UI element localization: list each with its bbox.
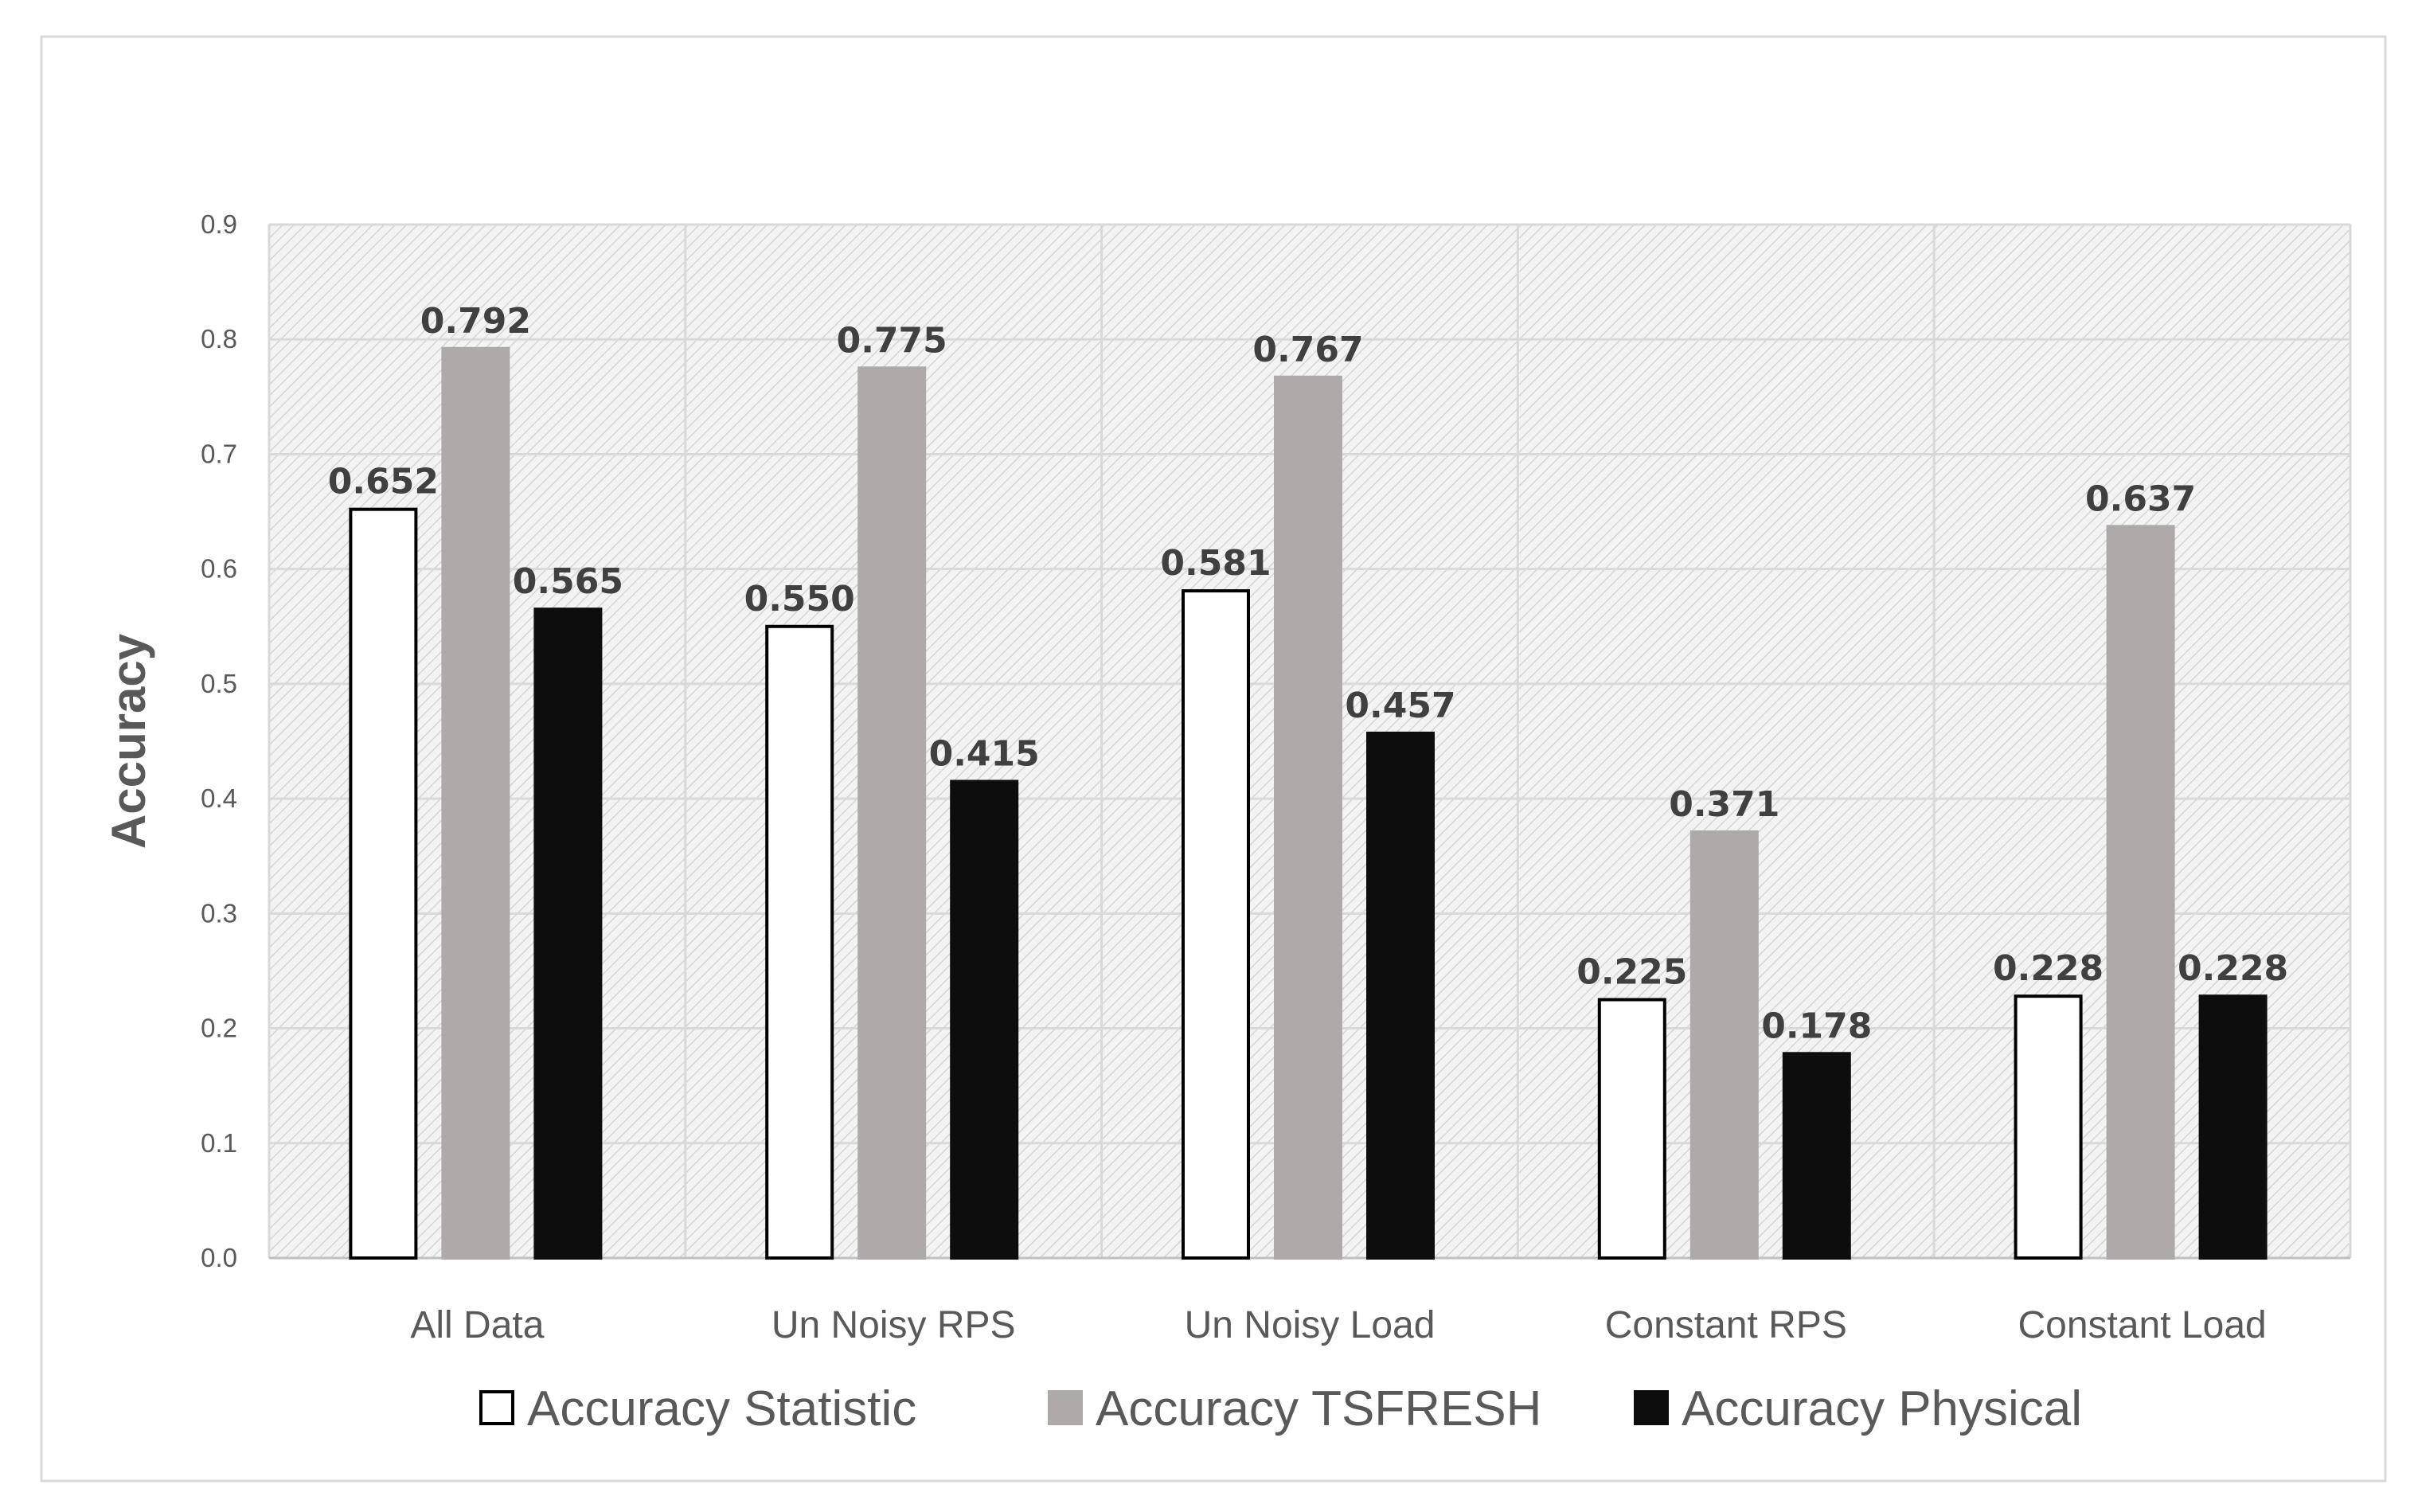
data-label: 0.457 (1345, 686, 1455, 726)
y-tick-label: 0.6 (201, 554, 237, 584)
bar (2106, 525, 2175, 1260)
data-label: 0.637 (2085, 479, 2196, 519)
legend: Accuracy Statistic Accuracy TSFRESH Accura… (479, 1381, 2082, 1436)
y-tick-label: 0.7 (201, 439, 237, 468)
y-axis-label: Accuracy (102, 633, 155, 849)
bar (1689, 830, 1759, 1260)
y-tick-label: 0.0 (201, 1243, 237, 1272)
data-label: 0.550 (744, 579, 855, 619)
data-label: 0.565 (513, 561, 623, 602)
data-label: 0.581 (1160, 543, 1271, 584)
data-label: 0.415 (929, 733, 1040, 774)
data-label: 0.767 (1252, 330, 1363, 370)
bar (1274, 375, 1342, 1260)
bar (1182, 589, 1250, 1260)
data-label: 0.792 (420, 301, 531, 342)
x-tick-label: Un Noisy RPS (771, 1304, 1016, 1346)
y-tick-label: 0.8 (201, 324, 237, 354)
y-tick-label: 0.1 (201, 1128, 237, 1158)
bar (441, 346, 510, 1260)
x-tick-label: All Data (410, 1304, 544, 1346)
y-tick-label: 0.9 (201, 209, 237, 239)
data-label: 0.371 (1669, 784, 1779, 825)
bar (950, 779, 1019, 1260)
x-tick-label: Constant RPS (1605, 1304, 1847, 1346)
data-label: 0.178 (1761, 1006, 1872, 1046)
bar (1597, 998, 1666, 1260)
data-label: 0.228 (2178, 948, 2288, 989)
x-tick-label: Un Noisy Load (1185, 1304, 1436, 1346)
legend-swatch (1634, 1390, 1669, 1425)
y-tick-label: 0.5 (201, 669, 237, 698)
bar (765, 624, 834, 1260)
x-tick-label: Constant Load (2018, 1304, 2266, 1346)
legend-label: Accuracy Statistic (527, 1381, 916, 1436)
y-tick-label: 0.2 (201, 1014, 237, 1043)
bar (2198, 994, 2268, 1260)
legend-swatch (479, 1390, 514, 1425)
data-label: 0.225 (1576, 952, 1687, 993)
legend-swatch (1048, 1390, 1083, 1425)
data-label: 0.775 (837, 320, 947, 361)
legend-label: Accuracy Physical (1682, 1381, 2082, 1436)
bar (1366, 731, 1435, 1260)
legend-label: Accuracy TSFRESH (1096, 1381, 1541, 1436)
bar (1782, 1052, 1851, 1260)
data-label: 0.228 (1993, 948, 2104, 989)
bar (349, 507, 418, 1260)
bar (2014, 994, 2083, 1260)
bar (857, 366, 927, 1260)
y-tick-label: 0.4 (201, 783, 237, 813)
bar (533, 608, 603, 1260)
y-tick-label: 0.3 (201, 898, 237, 928)
data-label: 0.652 (328, 462, 439, 502)
